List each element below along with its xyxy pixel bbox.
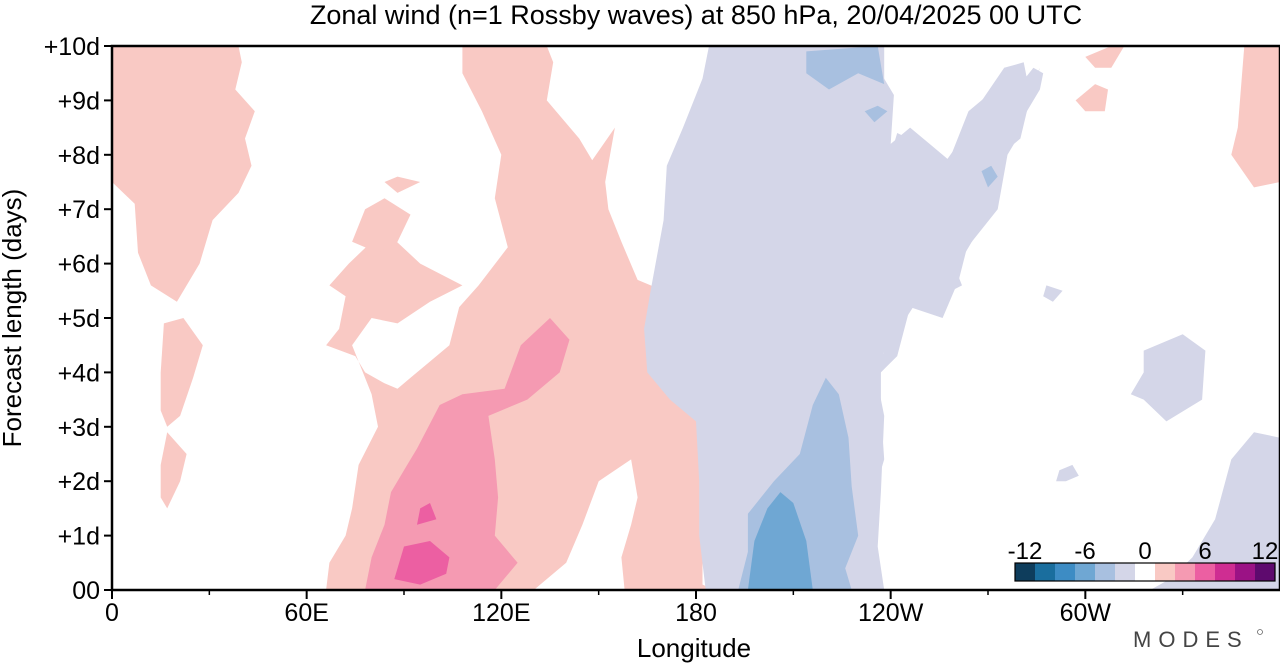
contour-region-neg2-17: [1150, 432, 1280, 590]
contour-region-pos4-9: [365, 318, 570, 590]
contour-region-neg2-15: [1056, 464, 1079, 482]
contour-region-neg4-21: [864, 105, 888, 123]
contour-region-pos2-2: [160, 432, 187, 509]
colorbar-swatch: [1195, 563, 1216, 581]
x-tick-label: 120E: [472, 599, 530, 627]
contour-fills: [112, 46, 1280, 591]
y-tick-label: +10d: [44, 33, 100, 61]
y-tick-label: 00: [72, 577, 100, 605]
contour-region-pos6-11: [417, 503, 437, 525]
colorbar: -12 -6 0 6 12: [1008, 538, 1279, 582]
colorbar-swatch: [1115, 563, 1136, 581]
contour-region-pos2-4: [352, 198, 411, 253]
y-tick-label: +3d: [58, 414, 100, 442]
x-tick-label: 180: [675, 599, 717, 627]
y-axis-label: Forecast length (days): [0, 189, 27, 448]
colorbar-tick-label: -6: [1074, 538, 1095, 565]
contour-region-neg2-16: [1043, 285, 1063, 302]
colorbar-tick-label: -12: [1008, 538, 1043, 565]
contour-region-pos2-8: [1231, 46, 1280, 188]
colorbar-swatch: [1235, 563, 1256, 581]
y-tick-label: +1d: [58, 523, 100, 551]
colorbar-swatch: [1175, 563, 1196, 581]
contour-region-neg4-22: [981, 165, 998, 188]
contour-region-neg6-23: [747, 492, 813, 590]
x-tick-label: 60W: [1060, 599, 1112, 627]
x-tick-label: 60E: [284, 599, 328, 627]
contour-region-pos2-7: [1075, 84, 1108, 112]
contour-region-neg2-18: [1130, 334, 1206, 422]
contour-region-neg2-14: [644, 46, 1044, 590]
colorbar-swatch: [1095, 563, 1116, 581]
y-tick-label: +8d: [58, 142, 100, 170]
y-tick-label: +9d: [58, 87, 100, 115]
x-tick-label: 0: [105, 599, 119, 627]
registered-mark-icon: [1257, 629, 1263, 635]
colorbar-frame: [1014, 562, 1276, 582]
contour-region-neg4-20: [806, 46, 885, 90]
axis-ticks: 0 60E 120E 180 120W 60W 00 +1d +2d +3d +4d +5d +6d +7…: [44, 33, 1184, 627]
colorbar-swatch: [1055, 563, 1076, 581]
colorbar-swatch: [1135, 563, 1156, 581]
x-axis-label: Longitude: [637, 633, 751, 663]
y-tick-label: +2d: [58, 468, 100, 496]
x-tick-label: 120W: [858, 599, 924, 627]
y-tick-label: +7d: [58, 196, 100, 224]
y-tick-label: +5d: [58, 305, 100, 333]
y-tick-label: +6d: [58, 251, 100, 279]
modes-logo: MODES: [1133, 627, 1249, 652]
contour-region-pos2-5: [384, 176, 421, 193]
contour-region-pos2-1: [160, 318, 203, 427]
colorbar-swatch: [1155, 563, 1176, 581]
colorbar-tick-label: 12: [1252, 538, 1279, 565]
colorbar-swatch: [1075, 563, 1096, 581]
colorbar-tick-label: 0: [1138, 538, 1151, 565]
colorbar-tick-label: 6: [1198, 538, 1211, 565]
contour-region-pos6-10: [394, 541, 450, 585]
colorbar-swatch: [1015, 563, 1036, 581]
contour-region-pos2-0: [112, 46, 255, 302]
y-tick-label: +4d: [58, 359, 100, 387]
colorbar-swatch: [1215, 563, 1236, 581]
chart-title: Zonal wind (n=1 Rossby waves) at 850 hPa…: [310, 0, 1082, 30]
colorbar-swatch: [1255, 563, 1276, 581]
contour-region-pos2-6: [1085, 46, 1125, 68]
colorbar-swatch: [1035, 563, 1056, 581]
